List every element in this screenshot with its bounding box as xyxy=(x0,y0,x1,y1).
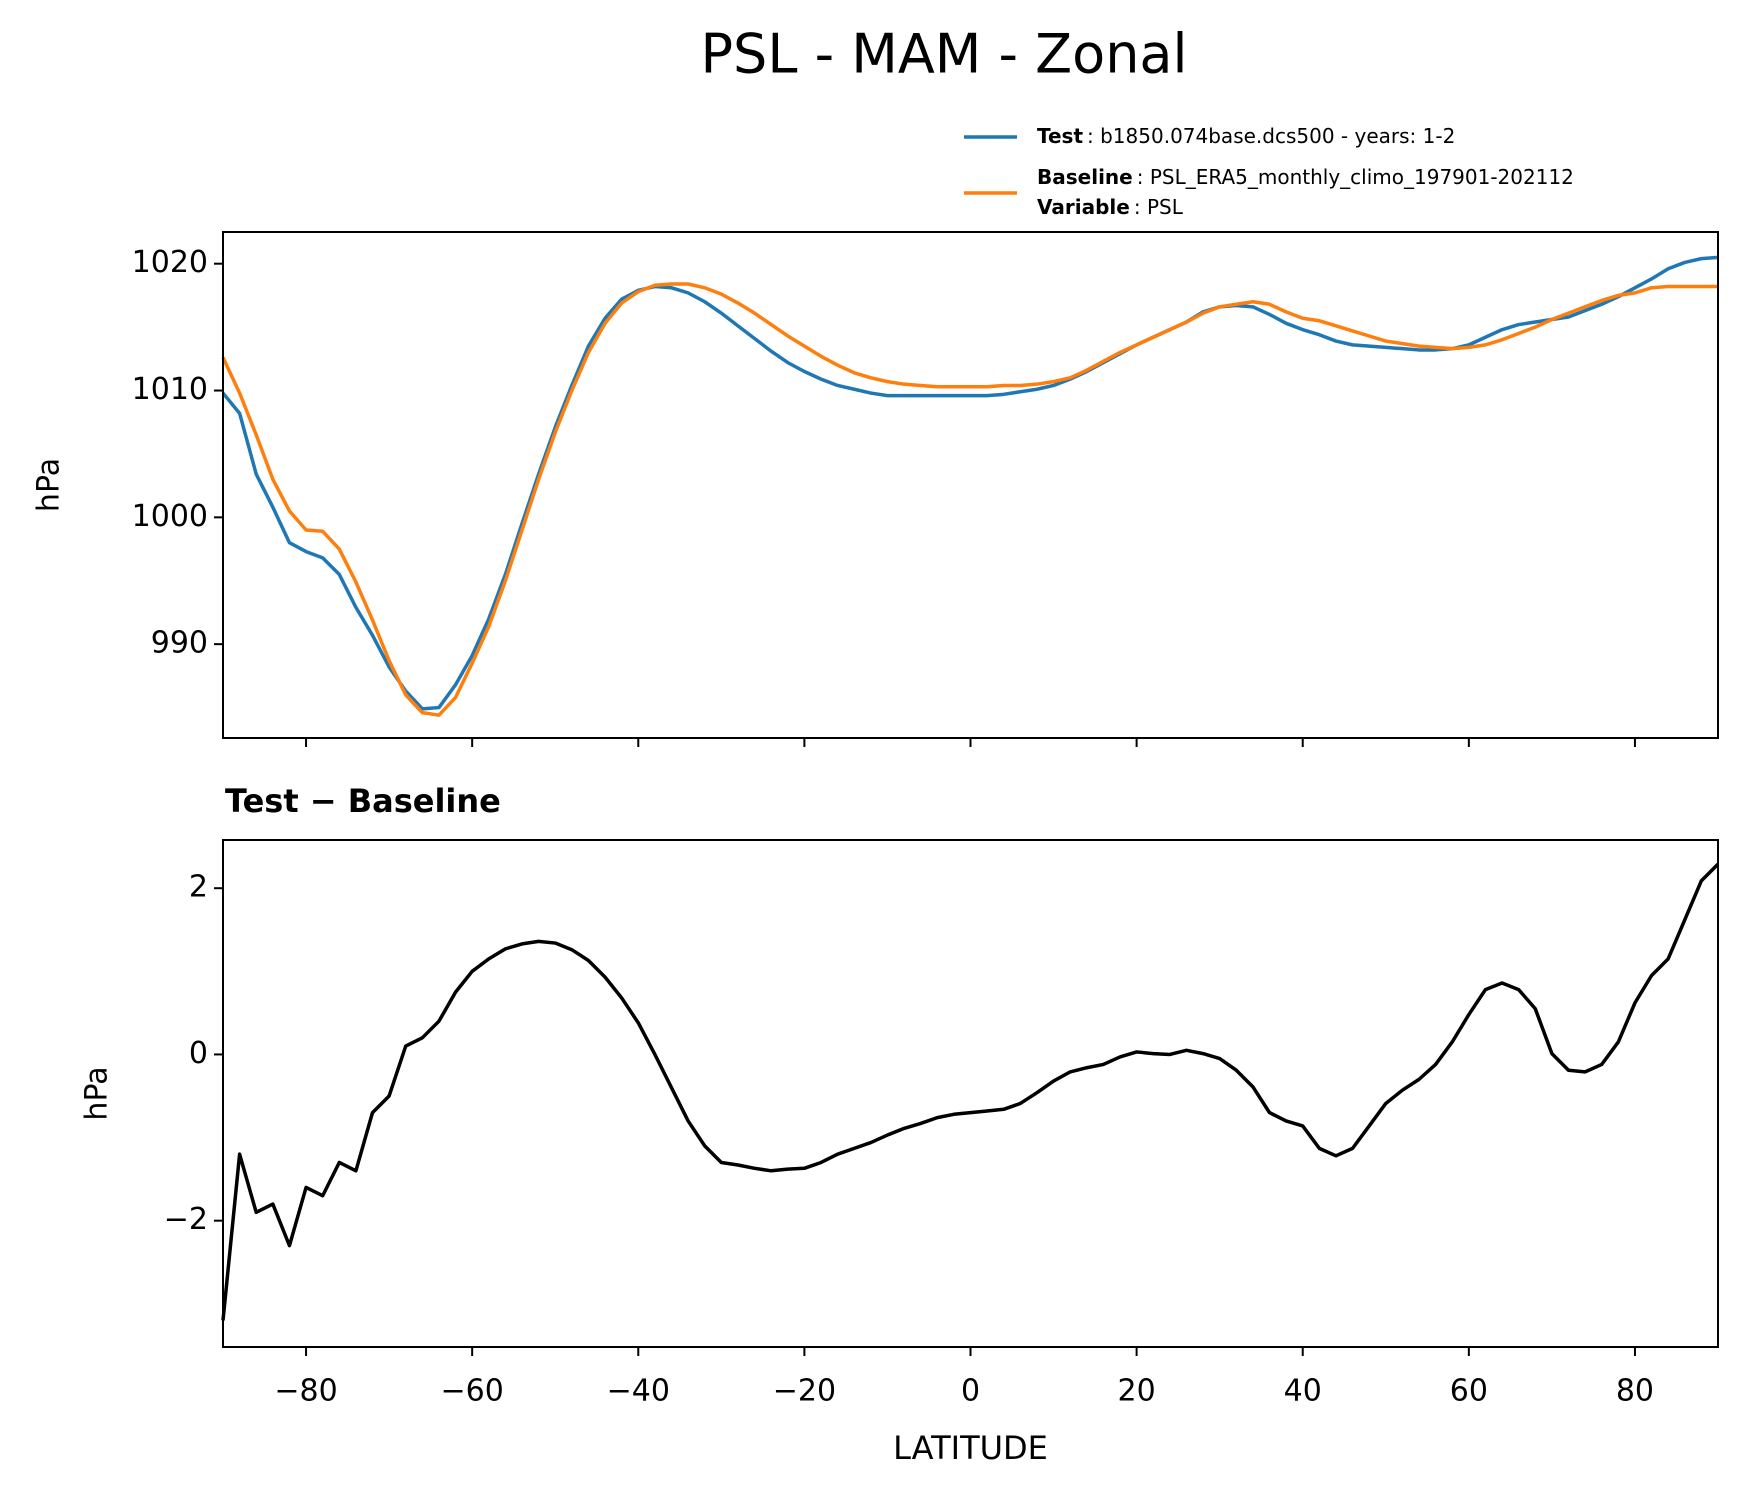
legend-entry: Baseline: PSL_ERA5_monthly_climo_197901-… xyxy=(1037,165,1574,189)
y-axis-label: hPa xyxy=(80,1066,115,1120)
legend-name: Baseline xyxy=(1037,165,1133,189)
legend-entry: Variable: PSL xyxy=(1037,195,1184,219)
y-tick-label: 2 xyxy=(189,870,208,905)
legend-text: : PSL xyxy=(1134,195,1184,219)
x-tick-label: 20 xyxy=(1118,1374,1156,1409)
x-tick-label: 60 xyxy=(1450,1374,1488,1409)
legend-text: : b1850.074base.dcs500 - years: 1-2 xyxy=(1087,124,1455,148)
subplot-title: Test − Baseline xyxy=(225,782,501,820)
y-tick-label: −2 xyxy=(164,1202,208,1237)
x-axis-label: LATITUDE xyxy=(893,1429,1048,1467)
y-tick-label: 990 xyxy=(151,626,208,661)
x-tick-label: 80 xyxy=(1616,1374,1654,1409)
x-tick-label: 0 xyxy=(961,1374,980,1409)
x-tick-label: −60 xyxy=(441,1374,504,1409)
data-line xyxy=(221,862,1720,1321)
y-tick-label: 1020 xyxy=(132,245,208,280)
x-tick-label: −20 xyxy=(773,1374,836,1409)
y-tick-label: 1010 xyxy=(132,372,208,407)
legend-text: : PSL_ERA5_monthly_climo_197901-202112 xyxy=(1137,165,1574,189)
x-tick-label: −80 xyxy=(274,1374,337,1409)
data-line xyxy=(221,255,1719,711)
legend-name: Variable xyxy=(1037,195,1130,219)
x-tick-label: 40 xyxy=(1284,1374,1322,1409)
axes-frame xyxy=(222,231,1719,739)
y-tick-label: 1000 xyxy=(132,499,208,534)
x-tick-label: −40 xyxy=(607,1374,670,1409)
figure-title: PSL - MAM - Zonal xyxy=(700,23,1187,86)
data-line xyxy=(221,282,1718,717)
axes-frame xyxy=(222,839,1719,1348)
legend-name: Test xyxy=(1037,124,1083,148)
legend-entry: Test: b1850.074base.dcs500 - years: 1-2 xyxy=(1037,124,1455,148)
y-axis-label: hPa xyxy=(32,458,67,512)
y-tick-label: 0 xyxy=(189,1036,208,1071)
